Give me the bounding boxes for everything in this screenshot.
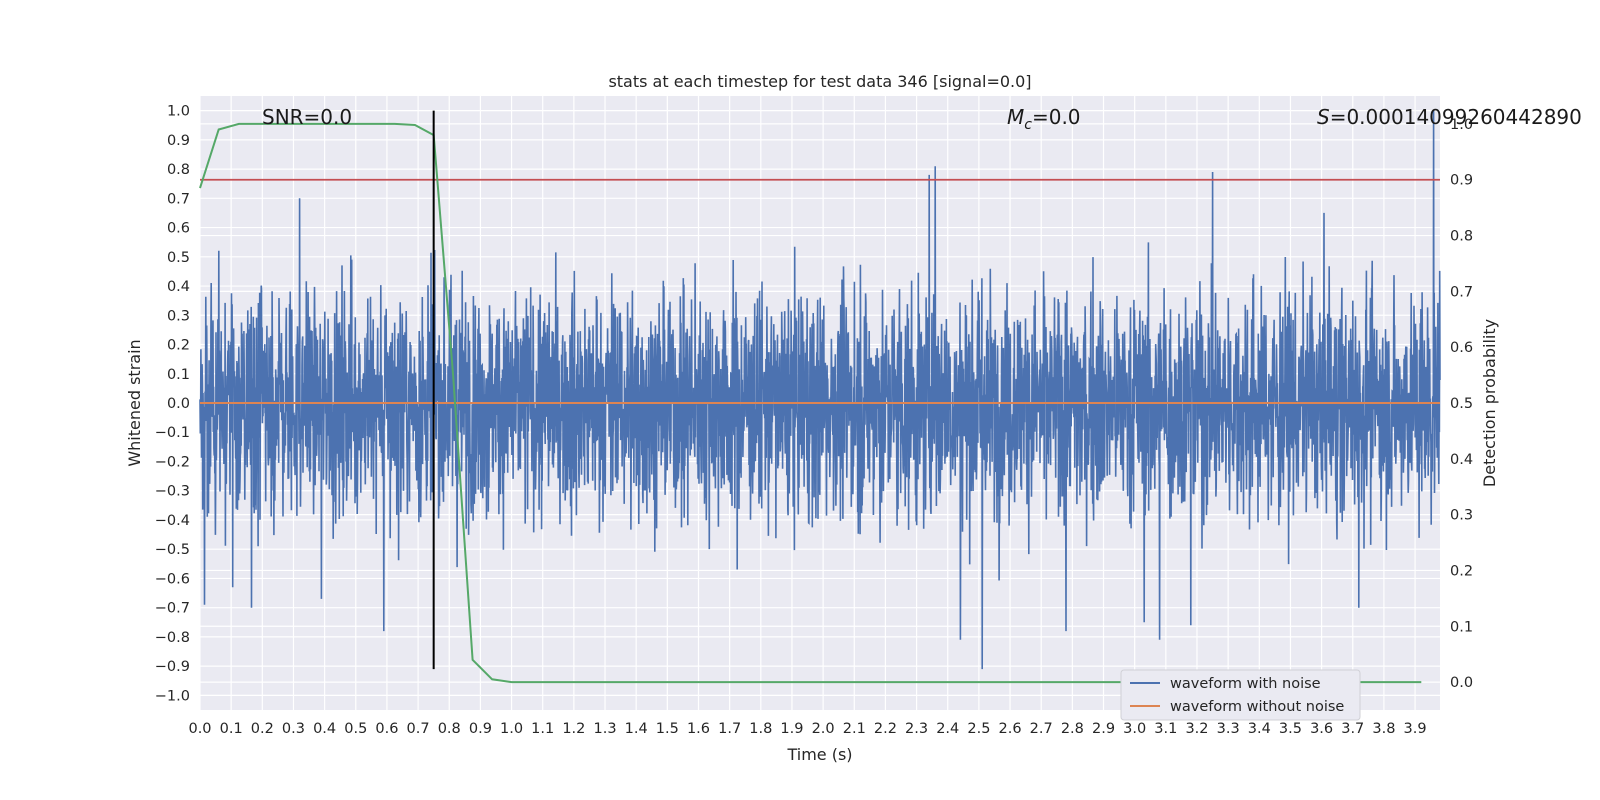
x-tick-label: 0.0 bbox=[188, 721, 211, 737]
x-tick-label: 2.0 bbox=[812, 721, 835, 737]
x-tick-label: 2.4 bbox=[936, 721, 959, 737]
mc-subscript: c bbox=[1024, 117, 1032, 133]
y2-tick-label: 0.4 bbox=[1450, 452, 1473, 468]
x-tick-label: 2.3 bbox=[905, 721, 928, 737]
y-tick-label: 0.4 bbox=[167, 279, 190, 295]
series-waveform-with-noise bbox=[199, 110, 1441, 670]
y2-tick-label: 0.3 bbox=[1450, 508, 1473, 524]
x-tick-label: 0.5 bbox=[344, 721, 367, 737]
x-tick-label: 1.5 bbox=[656, 721, 679, 737]
x-tick-label: 0.8 bbox=[438, 721, 461, 737]
x-tick-label: 3.0 bbox=[1123, 721, 1146, 737]
x-tick-label: 0.6 bbox=[375, 721, 398, 737]
x-tick-label: 3.4 bbox=[1248, 721, 1271, 737]
y-tick-label: −0.1 bbox=[155, 425, 190, 441]
snr-annotation: SNR=0.0 bbox=[262, 105, 352, 129]
y-tick-label: 0.7 bbox=[167, 191, 190, 207]
x-tick-label: 0.7 bbox=[407, 721, 430, 737]
x-tick-label: 2.1 bbox=[843, 721, 866, 737]
mc-symbol: M bbox=[1007, 105, 1024, 129]
x-tick-label: 3.2 bbox=[1185, 721, 1208, 737]
s-value: =0.00014099260442890 bbox=[1330, 105, 1582, 129]
legend-label-noise: waveform with noise bbox=[1170, 676, 1321, 692]
x-tick-label: 3.9 bbox=[1404, 721, 1427, 737]
y-tick-label: −0.9 bbox=[155, 659, 190, 675]
legend-box bbox=[1120, 669, 1361, 721]
y-tick-label: −0.7 bbox=[155, 601, 190, 617]
x-tick-label: 0.2 bbox=[251, 721, 274, 737]
legend-label-clean: waveform without noise bbox=[1170, 699, 1344, 715]
y2-tick-label: 0.6 bbox=[1450, 340, 1473, 356]
x-tick-label: 1.7 bbox=[718, 721, 741, 737]
x-tick-label: 2.9 bbox=[1092, 721, 1115, 737]
chart-title: stats at each timestep for test data 346… bbox=[608, 72, 1031, 91]
x-axis-label: Time (s) bbox=[786, 745, 852, 764]
y-tick-label: 0.0 bbox=[167, 396, 190, 412]
y2-tick-label: 0.9 bbox=[1450, 173, 1473, 189]
y2-tick-label: 0.0 bbox=[1450, 675, 1473, 691]
y-axis-label: Whitened strain bbox=[125, 339, 144, 466]
x-tick-label: 1.3 bbox=[593, 721, 616, 737]
x-tick-label: 1.8 bbox=[749, 721, 772, 737]
y-tick-label: −1.0 bbox=[155, 688, 190, 704]
x-tick-label: 1.9 bbox=[780, 721, 803, 737]
x-tick-label: 1.0 bbox=[500, 721, 523, 737]
y2-tick-label: 0.5 bbox=[1450, 396, 1473, 412]
x-axis-ticks: 0.0 0.1 0.2 0.3 0.4 0.5 0.6 0.7 0.8 0.9 1.0 1.1 1.2 1… bbox=[188, 721, 1426, 737]
x-tick-label: 3.1 bbox=[1154, 721, 1177, 737]
x-tick-label: 1.2 bbox=[562, 721, 585, 737]
mc-value: =0.0 bbox=[1032, 105, 1081, 129]
y2-tick-label: 0.7 bbox=[1450, 284, 1473, 300]
y-tick-label: 0.5 bbox=[167, 250, 190, 266]
x-tick-label: 2.8 bbox=[1061, 721, 1084, 737]
y2-axis-ticks: 1.0 0.9 0.8 0.7 0.6 0.5 0.4 0.3 0.2 0.1 0.0 bbox=[1450, 117, 1473, 691]
y2-tick-label: 0.2 bbox=[1450, 563, 1473, 579]
s-annotation: S=0.00014099260442890 bbox=[1317, 105, 1582, 129]
y-tick-label: 0.8 bbox=[167, 162, 190, 178]
y-axis-ticks: 1.0 0.9 0.8 0.7 0.6 0.5 0.4 0.3 0.2 0.1 0.0 −0.1 −0.… bbox=[155, 104, 190, 705]
s-symbol: S bbox=[1317, 105, 1330, 129]
x-tick-label: 3.8 bbox=[1372, 721, 1395, 737]
x-tick-label: 0.3 bbox=[282, 721, 305, 737]
y-tick-label: −0.6 bbox=[155, 571, 190, 587]
y-tick-label: 0.1 bbox=[167, 367, 190, 383]
y2-tick-label: 1.0 bbox=[1450, 117, 1473, 133]
y2-tick-label: 0.8 bbox=[1450, 229, 1473, 245]
x-tick-label: 0.4 bbox=[313, 721, 336, 737]
y-tick-label: −0.4 bbox=[155, 513, 190, 529]
x-tick-label: 0.9 bbox=[469, 721, 492, 737]
y2-tick-label: 0.1 bbox=[1450, 619, 1473, 635]
y-tick-label: 0.9 bbox=[167, 133, 190, 149]
x-tick-label: 2.5 bbox=[967, 721, 990, 737]
x-tick-label: 1.6 bbox=[687, 721, 710, 737]
x-tick-label: 1.1 bbox=[531, 721, 554, 737]
y-tick-label: 0.2 bbox=[167, 338, 190, 354]
x-tick-label: 2.7 bbox=[1030, 721, 1053, 737]
x-tick-label: 3.6 bbox=[1310, 721, 1333, 737]
y-tick-label: −0.3 bbox=[155, 484, 190, 500]
x-tick-label: 1.4 bbox=[625, 721, 648, 737]
mc-annotation: Mc=0.0 bbox=[1007, 105, 1081, 133]
y-tick-label: 0.3 bbox=[167, 308, 190, 324]
x-tick-label: 2.2 bbox=[874, 721, 897, 737]
y2-axis-label: Detection probability bbox=[1480, 319, 1499, 487]
y-tick-label: −0.2 bbox=[155, 454, 190, 470]
y-tick-label: 0.6 bbox=[167, 221, 190, 237]
legend: waveform with noise waveform without noi… bbox=[1120, 669, 1361, 721]
y-tick-label: 1.0 bbox=[167, 104, 190, 120]
x-tick-label: 0.1 bbox=[220, 721, 243, 737]
y-tick-label: −0.5 bbox=[155, 542, 190, 558]
x-tick-label: 2.6 bbox=[999, 721, 1022, 737]
x-tick-label: 3.5 bbox=[1279, 721, 1302, 737]
x-tick-label: 3.3 bbox=[1217, 721, 1240, 737]
detection-probability-line bbox=[199, 122, 1422, 684]
x-tick-label: 3.7 bbox=[1341, 721, 1364, 737]
y-tick-label: −0.8 bbox=[155, 630, 190, 646]
